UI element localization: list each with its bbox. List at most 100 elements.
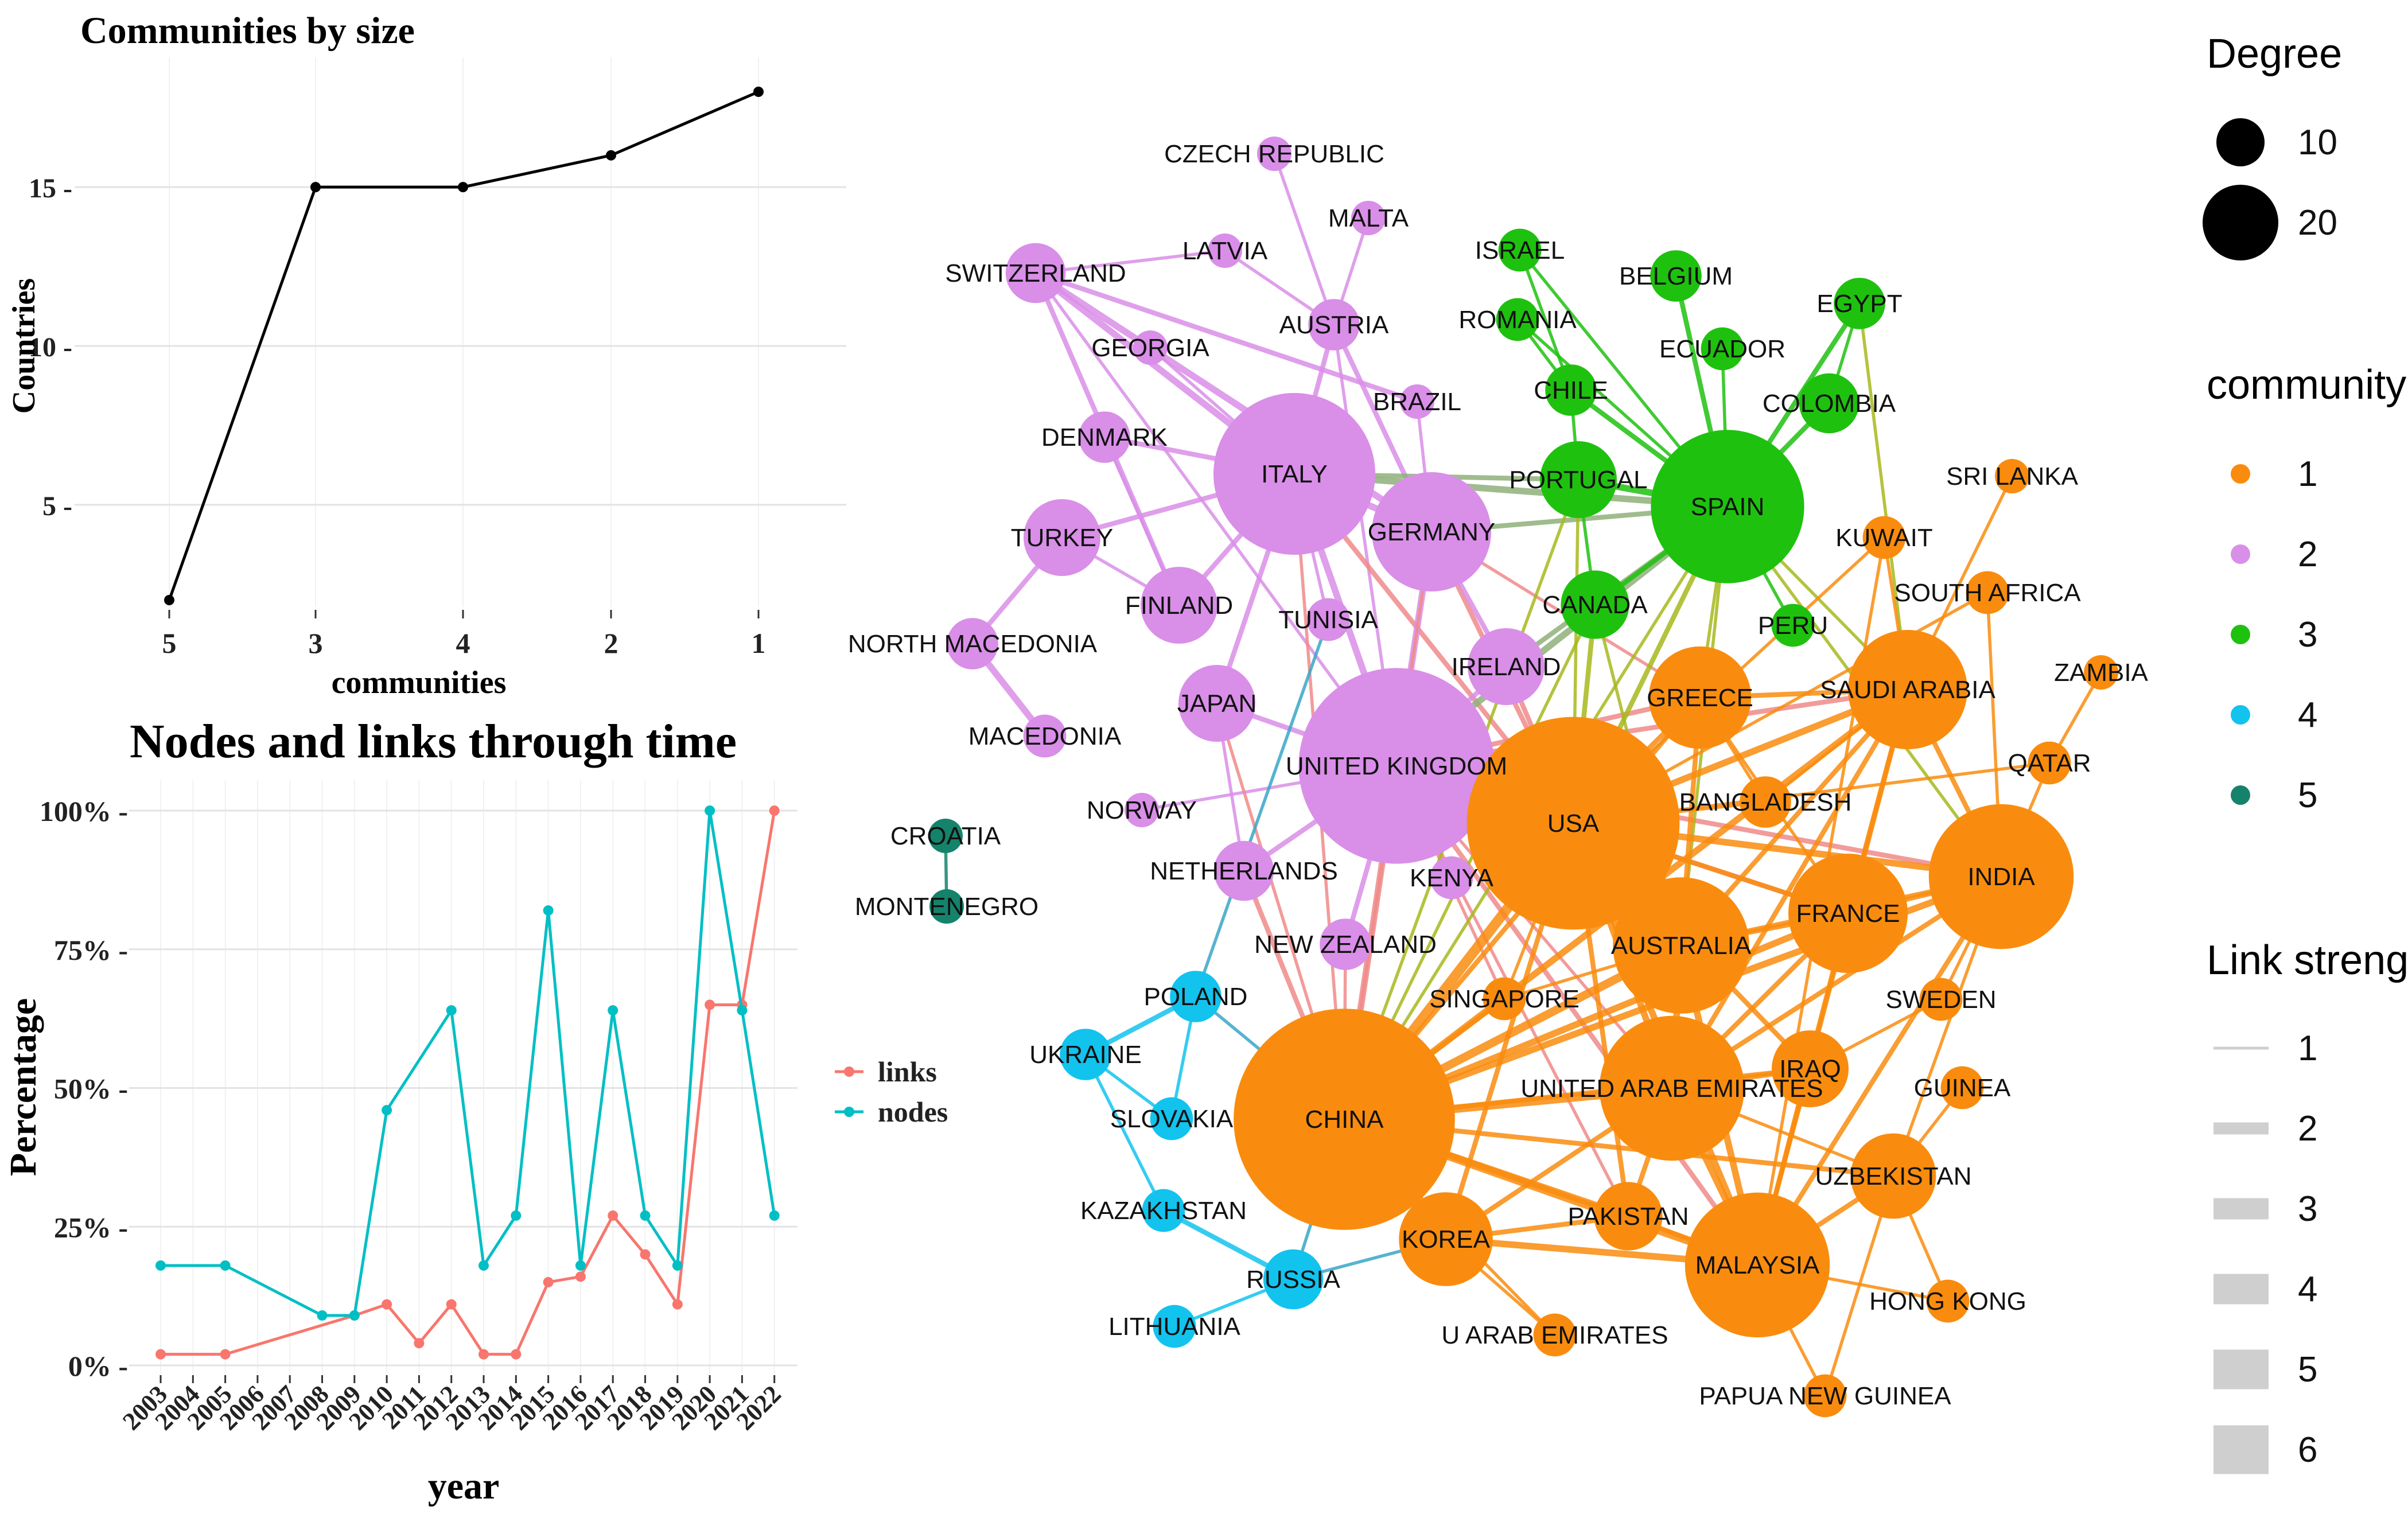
node-label-poland: POLAND bbox=[1144, 983, 1248, 1011]
node-label-spain: SPAIN bbox=[1691, 493, 1765, 521]
node-label-malaysia: MALAYSIA bbox=[1695, 1251, 1820, 1279]
node-label-denmark: DENMARK bbox=[1041, 423, 1168, 451]
node-kenya bbox=[1430, 856, 1473, 900]
node-label-czech-republic: CZECH REPUBLIC bbox=[1164, 140, 1384, 168]
node-label-macedonia: MACEDONIA bbox=[968, 722, 1122, 750]
node-label-norway: NORWAY bbox=[1087, 796, 1197, 824]
node-austria bbox=[1308, 299, 1360, 351]
communities-xtick-4: 4 bbox=[456, 627, 470, 659]
node-ireland bbox=[1468, 628, 1545, 705]
node-label-japan: JAPAN bbox=[1177, 690, 1257, 718]
node-uzbekistan bbox=[1850, 1133, 1936, 1219]
node-united-kingdom bbox=[1298, 668, 1495, 864]
node-label-saudi-arabia: SAUDI ARABIA bbox=[1820, 676, 1995, 704]
node-slovakia bbox=[1150, 1097, 1193, 1140]
time-point-nodes-2008 bbox=[317, 1310, 328, 1321]
time-point-nodes-2014 bbox=[511, 1210, 522, 1221]
node-egypt bbox=[1834, 278, 1885, 329]
node-kazakhstan bbox=[1142, 1189, 1185, 1232]
node-sweden bbox=[1919, 978, 1963, 1021]
link-poland-tunisia bbox=[1194, 618, 1330, 998]
time-point-nodes-2020 bbox=[705, 805, 715, 816]
node-label-papua-new-guinea: PAPUA NEW GUINEA bbox=[1699, 1382, 1951, 1410]
community-legend-label-5: 5 bbox=[2298, 776, 2317, 815]
node-tunisia bbox=[1306, 598, 1350, 641]
node-netherlands bbox=[1213, 840, 1274, 901]
time-legend: links nodes bbox=[835, 1056, 948, 1128]
time-point-links-2013 bbox=[479, 1349, 489, 1360]
time-point-nodes-2003 bbox=[155, 1260, 166, 1271]
time-point-links-2020 bbox=[705, 999, 715, 1010]
node-lithuania bbox=[1153, 1305, 1196, 1348]
communities-xtick-1: 1 bbox=[752, 627, 766, 659]
node-italy bbox=[1213, 393, 1375, 555]
link-united-kingdom-malaysia bbox=[1394, 763, 1760, 1268]
node-pakistan bbox=[1594, 1182, 1663, 1251]
node-label-bangladesh: BANGLADESH bbox=[1679, 788, 1852, 816]
time-ytick-0: 0% - bbox=[68, 1350, 128, 1382]
node-label-finland: FINLAND bbox=[1125, 591, 1233, 620]
node-zambia bbox=[2084, 655, 2118, 690]
strength-legend-label-1: 1 bbox=[2298, 1029, 2317, 1068]
time-x-axis-label: year bbox=[428, 1465, 500, 1507]
time-point-links-2016 bbox=[575, 1271, 586, 1282]
node-label-pakistan: PAKISTAN bbox=[1567, 1202, 1689, 1231]
strength-legend-bar-4 bbox=[2214, 1274, 2269, 1305]
node-label-brazil: BRAZIL bbox=[1373, 388, 1461, 416]
node-label-italy: ITALY bbox=[1261, 460, 1328, 488]
community-legend-title: community bbox=[2207, 362, 2406, 408]
node-peru bbox=[1771, 604, 1815, 647]
node-malta bbox=[1351, 201, 1386, 235]
time-point-links-2012 bbox=[446, 1299, 457, 1310]
node-india bbox=[1928, 804, 2074, 949]
time-point-nodes-2016 bbox=[575, 1260, 586, 1271]
community-legend-dot-2 bbox=[2231, 544, 2250, 564]
node-united-arab-emirates bbox=[1599, 1015, 1745, 1161]
communities-xtick-2: 2 bbox=[604, 627, 618, 659]
community-legend-label-2: 2 bbox=[2298, 535, 2317, 574]
node-label-malta: MALTA bbox=[1328, 204, 1409, 232]
node-label-australia: AUSTRALIA bbox=[1611, 932, 1752, 960]
node-label-chile: CHILE bbox=[1534, 376, 1608, 404]
time-y-axis-label: Percentage bbox=[2, 998, 44, 1176]
time-point-nodes-2013 bbox=[479, 1260, 489, 1271]
link-egypt-saudi-arabia bbox=[1858, 302, 1909, 691]
node-label-croatia: CROATIA bbox=[890, 822, 1001, 850]
node-label-iraq: IRAQ bbox=[1779, 1055, 1841, 1083]
community-legend-label-4: 4 bbox=[2298, 695, 2317, 735]
communities-point-3 bbox=[310, 182, 321, 193]
node-label-belgium: BELGIUM bbox=[1619, 262, 1733, 290]
node-label-sri-lanka: SRI LANKA bbox=[1946, 462, 2079, 491]
node-label-colombia: COLOMBIA bbox=[1763, 390, 1896, 418]
community-legend-dot-1 bbox=[2231, 464, 2250, 484]
communities-point-2 bbox=[606, 150, 616, 161]
node-sri-lanka bbox=[1995, 459, 2029, 493]
node-label-slovakia: SLOVAKIA bbox=[1110, 1105, 1234, 1133]
time-point-nodes-2021 bbox=[737, 1005, 748, 1016]
node-qatar bbox=[2028, 741, 2071, 785]
node-malaysia bbox=[1685, 1192, 1830, 1338]
node-label-montenegro: MONTENEGRO bbox=[855, 893, 1038, 921]
communities-ytick-5: 5 - bbox=[42, 491, 72, 521]
node-russia bbox=[1263, 1249, 1324, 1310]
node-macedonia bbox=[1023, 714, 1067, 758]
link-india-malaysia bbox=[1755, 874, 2004, 1268]
degree-legend-title: Degree bbox=[2207, 31, 2342, 77]
strength-legend-label-5: 5 bbox=[2298, 1350, 2317, 1389]
communities-point-1 bbox=[753, 87, 764, 97]
network-graph: CZECH REPUBLIC MALTA LATVIA SWITZERLAND AUST… bbox=[848, 137, 2149, 1418]
network-legend: Degree 10 20 community 1 2 3 4 5 Link strengt… bbox=[2203, 31, 2408, 1474]
node-denmark bbox=[1079, 411, 1130, 463]
node-turkey bbox=[1024, 499, 1100, 576]
time-point-nodes-2017 bbox=[608, 1005, 618, 1016]
node-colombia bbox=[1799, 373, 1860, 434]
node-label-ecuador: ECUADOR bbox=[1659, 335, 1785, 363]
communities-point-4 bbox=[458, 182, 468, 193]
node-label-united-kingdom: UNITED KINGDOM bbox=[1286, 752, 1507, 780]
communities-x-ticks: 5 3 4 2 1 bbox=[162, 610, 766, 659]
node-papua-new-guinea bbox=[1803, 1374, 1847, 1418]
node-new-zealand bbox=[1320, 918, 1371, 970]
time-line-links bbox=[161, 810, 776, 1356]
node-georgia bbox=[1133, 330, 1168, 365]
